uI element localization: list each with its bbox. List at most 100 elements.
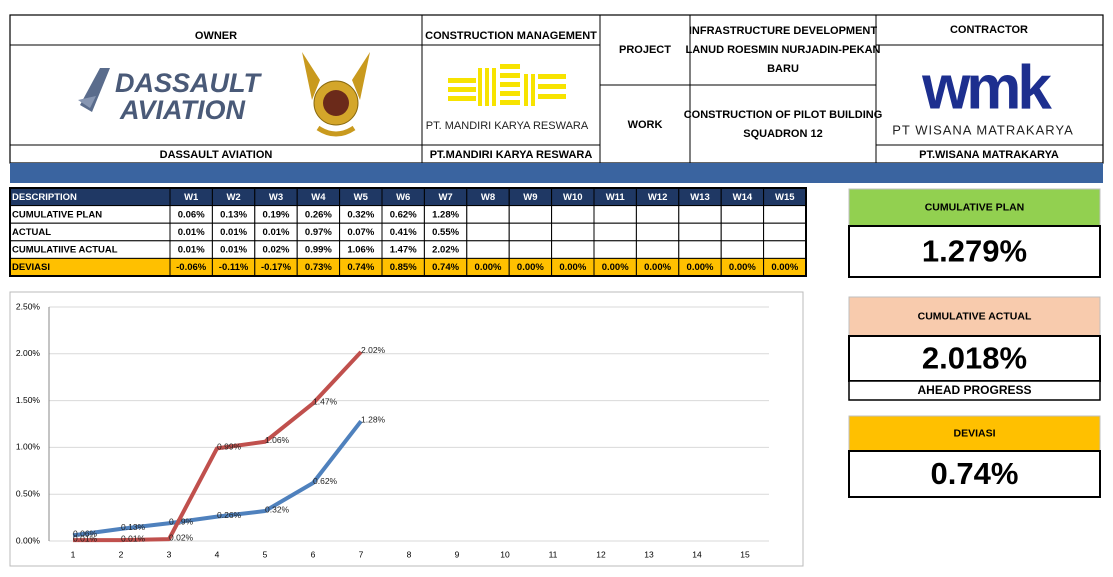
wing: [302, 52, 370, 100]
logo-bar: [538, 94, 566, 99]
column-header: W10: [563, 192, 583, 203]
logo-bar: [524, 74, 528, 106]
logo-bar: [538, 74, 566, 79]
x-tick-label: 13: [644, 549, 654, 559]
card-note-box: [848, 380, 1101, 401]
logo-bar: [500, 82, 520, 87]
cell-text: 1.06%: [347, 245, 374, 256]
chart-frame: [9, 291, 804, 567]
column-header: W4: [311, 192, 326, 203]
cell-text: 0.73%: [305, 262, 332, 273]
work-label: WORK: [628, 119, 663, 131]
table-cell: [635, 222, 680, 242]
table-cell: [763, 205, 807, 224]
data-label: 0.01%: [73, 533, 98, 543]
cell-text: 0.74%: [432, 262, 459, 273]
y-tick-label: 2.50%: [16, 301, 41, 311]
card-value-box: [848, 450, 1101, 498]
column-header: W11: [606, 192, 626, 203]
cell-text: 0.55%: [432, 227, 459, 238]
cell-text: CUMULATIIVE ACTUAL: [12, 245, 118, 256]
column-header: DESCRIPTION: [12, 192, 77, 203]
y-tick-label: 0.50%: [16, 488, 41, 498]
x-tick-label: 3: [167, 549, 172, 559]
table-cell: [635, 240, 680, 259]
header: OWNER DASSAULT AVIATION DASSAULT AVIATIO…: [9, 14, 1104, 164]
contractor-logo-name: PT WISANA MATRAKARYA: [892, 122, 1074, 137]
table-cell: [551, 205, 595, 224]
cell-text: 0.00%: [559, 262, 586, 273]
card-value: 0.74%: [931, 456, 1019, 491]
x-tick-label: 15: [740, 549, 750, 559]
cell-text: 0.00%: [475, 262, 502, 273]
data-label: 0.26%: [217, 510, 242, 520]
card-value-box: [848, 335, 1101, 382]
y-tick-label: 1.00%: [16, 442, 41, 452]
cell-text: 0.62%: [390, 209, 417, 220]
cell-text: 0.00%: [644, 262, 671, 273]
table-cell: [678, 222, 722, 242]
cell-text: 2.02%: [432, 245, 459, 256]
cm-name: PT.MANDIRI KARYA RESWARA: [430, 149, 593, 161]
work-line: CONSTRUCTION OF PILOT BUILDING: [684, 109, 883, 121]
cell-text: 0.74%: [347, 262, 374, 273]
column-header: W13: [690, 192, 710, 203]
data-label: 0.06%: [73, 529, 98, 539]
column-header: W2: [226, 192, 240, 203]
cell-text: CUMULATIVE PLAN: [12, 209, 102, 220]
table-cell: [466, 205, 510, 224]
table-cell: [678, 205, 722, 224]
cm-title: CONSTRUCTION MANAGEMENT: [425, 30, 597, 42]
cell-text: 0.01%: [220, 245, 247, 256]
work-line: SQUADRON 12: [743, 128, 822, 140]
data-label: 0.62%: [313, 476, 338, 486]
cell-text: 0.13%: [220, 209, 247, 220]
column-header: W9: [523, 192, 537, 203]
logo-text: DASSAULT: [115, 68, 263, 98]
contractor-name: PT.WISANA MATRAKARYA: [919, 149, 1059, 161]
data-label: 0.99%: [217, 442, 242, 452]
mkr-logo: [448, 64, 566, 106]
data-label: 2.02%: [361, 345, 386, 355]
emblem-ribbon: [316, 125, 356, 137]
cell-text: 0.41%: [390, 227, 417, 238]
card-header: [848, 188, 1101, 227]
cell-text: 0.00%: [687, 262, 714, 273]
table-border: [9, 187, 807, 277]
table-cell: [551, 222, 595, 242]
logo-bar: [500, 64, 520, 69]
data-label: 0.19%: [169, 516, 194, 526]
logo-bar: [448, 78, 476, 83]
x-tick-label: 2: [119, 549, 124, 559]
cell-text: -0.11%: [219, 262, 249, 273]
project-line: INFRASTRUCTURE DEVELOPMENT: [689, 25, 878, 37]
table-cell: [466, 222, 510, 242]
table-cell: [593, 205, 637, 224]
card-title: DEVIASI: [953, 427, 995, 439]
x-tick-label: 14: [692, 549, 702, 559]
table-cell: [508, 240, 553, 259]
table-cell: [720, 240, 765, 259]
table-cell: [763, 240, 807, 259]
cell-text: 0.01%: [178, 227, 205, 238]
cell-text: 0.85%: [390, 262, 417, 273]
card-note: AHEAD PROGRESS: [917, 383, 1031, 397]
cell-text: DEVIASI: [12, 262, 50, 273]
y-tick-label: 1.50%: [16, 395, 41, 405]
column-header: W5: [354, 192, 369, 203]
cell-text: 0.01%: [220, 227, 247, 238]
logo-shape: [78, 96, 96, 108]
series-line: [73, 350, 363, 543]
series-line: [72, 419, 363, 538]
x-tick-label: 6: [311, 549, 316, 559]
dassault-logo: DASSAULT AVIATION: [78, 68, 263, 125]
x-tick-label: 10: [500, 549, 510, 559]
logo-text: AVIATION: [119, 95, 245, 125]
cell-text: 0.00%: [729, 262, 756, 273]
table-cell: [551, 240, 595, 259]
cell-text: 0.32%: [347, 209, 374, 220]
cell-text: 0.19%: [263, 209, 290, 220]
table-cell: [720, 205, 765, 224]
cell-text: 0.99%: [305, 245, 332, 256]
